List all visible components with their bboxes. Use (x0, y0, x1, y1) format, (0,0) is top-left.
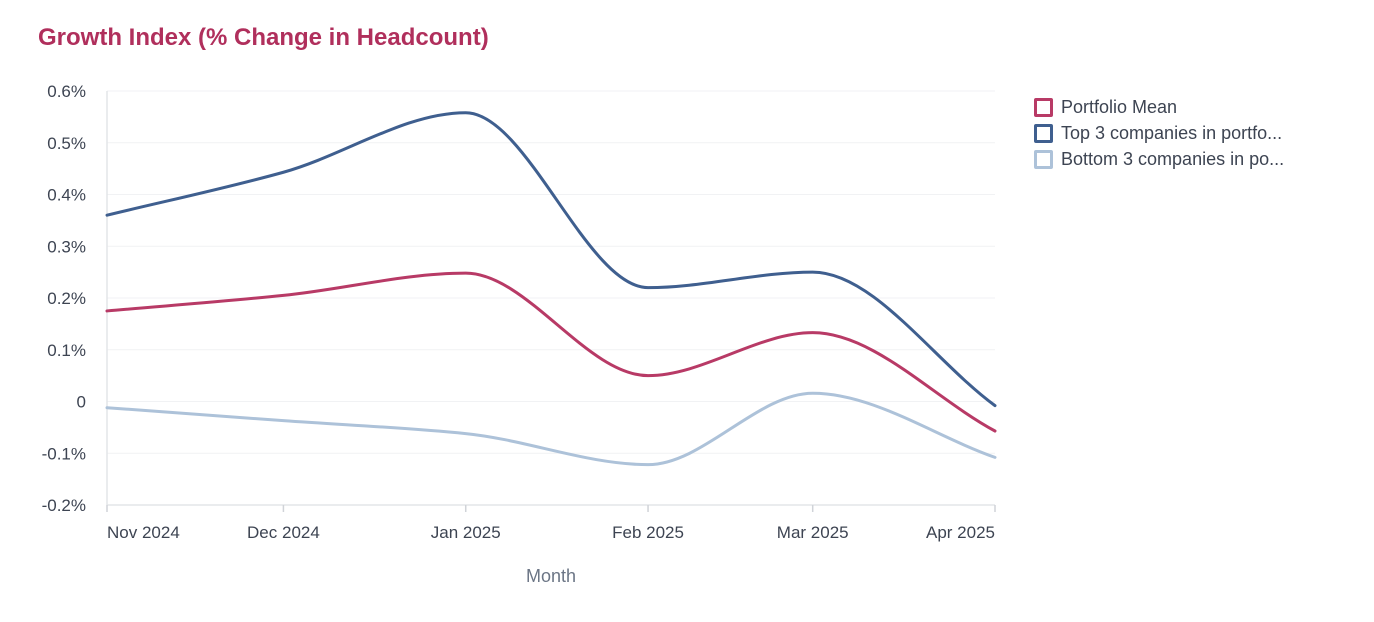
legend-item-bottom-3[interactable]: Bottom 3 companies in po... (1034, 146, 1284, 172)
y-tick-label: -0.1% (42, 444, 86, 463)
legend-item-top-3[interactable]: Top 3 companies in portfo... (1034, 120, 1284, 146)
x-axis-ticks: Nov 2024 Dec 2024 Jan 2025 Feb 2025 Mar 2025… (106, 505, 996, 542)
legend-label: Bottom 3 companies in po... (1061, 148, 1285, 169)
x-tick-label: Apr 2025 (926, 523, 995, 542)
y-tick-label: 0.6% (47, 82, 86, 101)
series-line-top-3 (105, 111, 997, 408)
y-tick-label: 0.3% (47, 237, 86, 256)
legend-swatch (1034, 123, 1053, 143)
y-tick-label: -0.2% (42, 496, 86, 515)
legend-label: Portfolio Mean (1061, 96, 1178, 117)
y-axis-ticks: 0.6% 0.5% 0.4% 0.3% 0.2% 0.1% 0 -0.1% -0.2% (42, 82, 86, 515)
legend-swatch (1034, 149, 1053, 169)
y-tick-label: 0.1% (47, 341, 86, 360)
chart-title: Growth Index (% Change in Headcount) (38, 24, 489, 51)
series-line-portfolio-mean (105, 271, 997, 433)
x-axis-title: Month (526, 566, 576, 586)
y-tick-label: 0 (77, 393, 86, 412)
y-tick-label: 0.5% (47, 134, 86, 153)
axes (106, 91, 995, 506)
series-lines (105, 111, 997, 467)
x-tick-label: Nov 2024 (107, 523, 180, 542)
x-tick-label: Mar 2025 (777, 523, 849, 542)
gridlines (107, 90, 995, 454)
y-tick-label: 0.2% (47, 289, 86, 308)
legend: Portfolio Mean Top 3 companies in portfo.… (1034, 94, 1284, 172)
legend-swatch (1034, 97, 1053, 117)
x-tick-label: Feb 2025 (612, 523, 684, 542)
legend-item-portfolio-mean[interactable]: Portfolio Mean (1034, 94, 1284, 120)
legend-label: Top 3 companies in portfo... (1061, 122, 1283, 143)
y-tick-label: 0.4% (47, 186, 86, 205)
x-tick-label: Jan 2025 (431, 523, 501, 542)
x-tick-label: Dec 2024 (247, 523, 320, 542)
series-line-bottom-3 (105, 391, 997, 467)
